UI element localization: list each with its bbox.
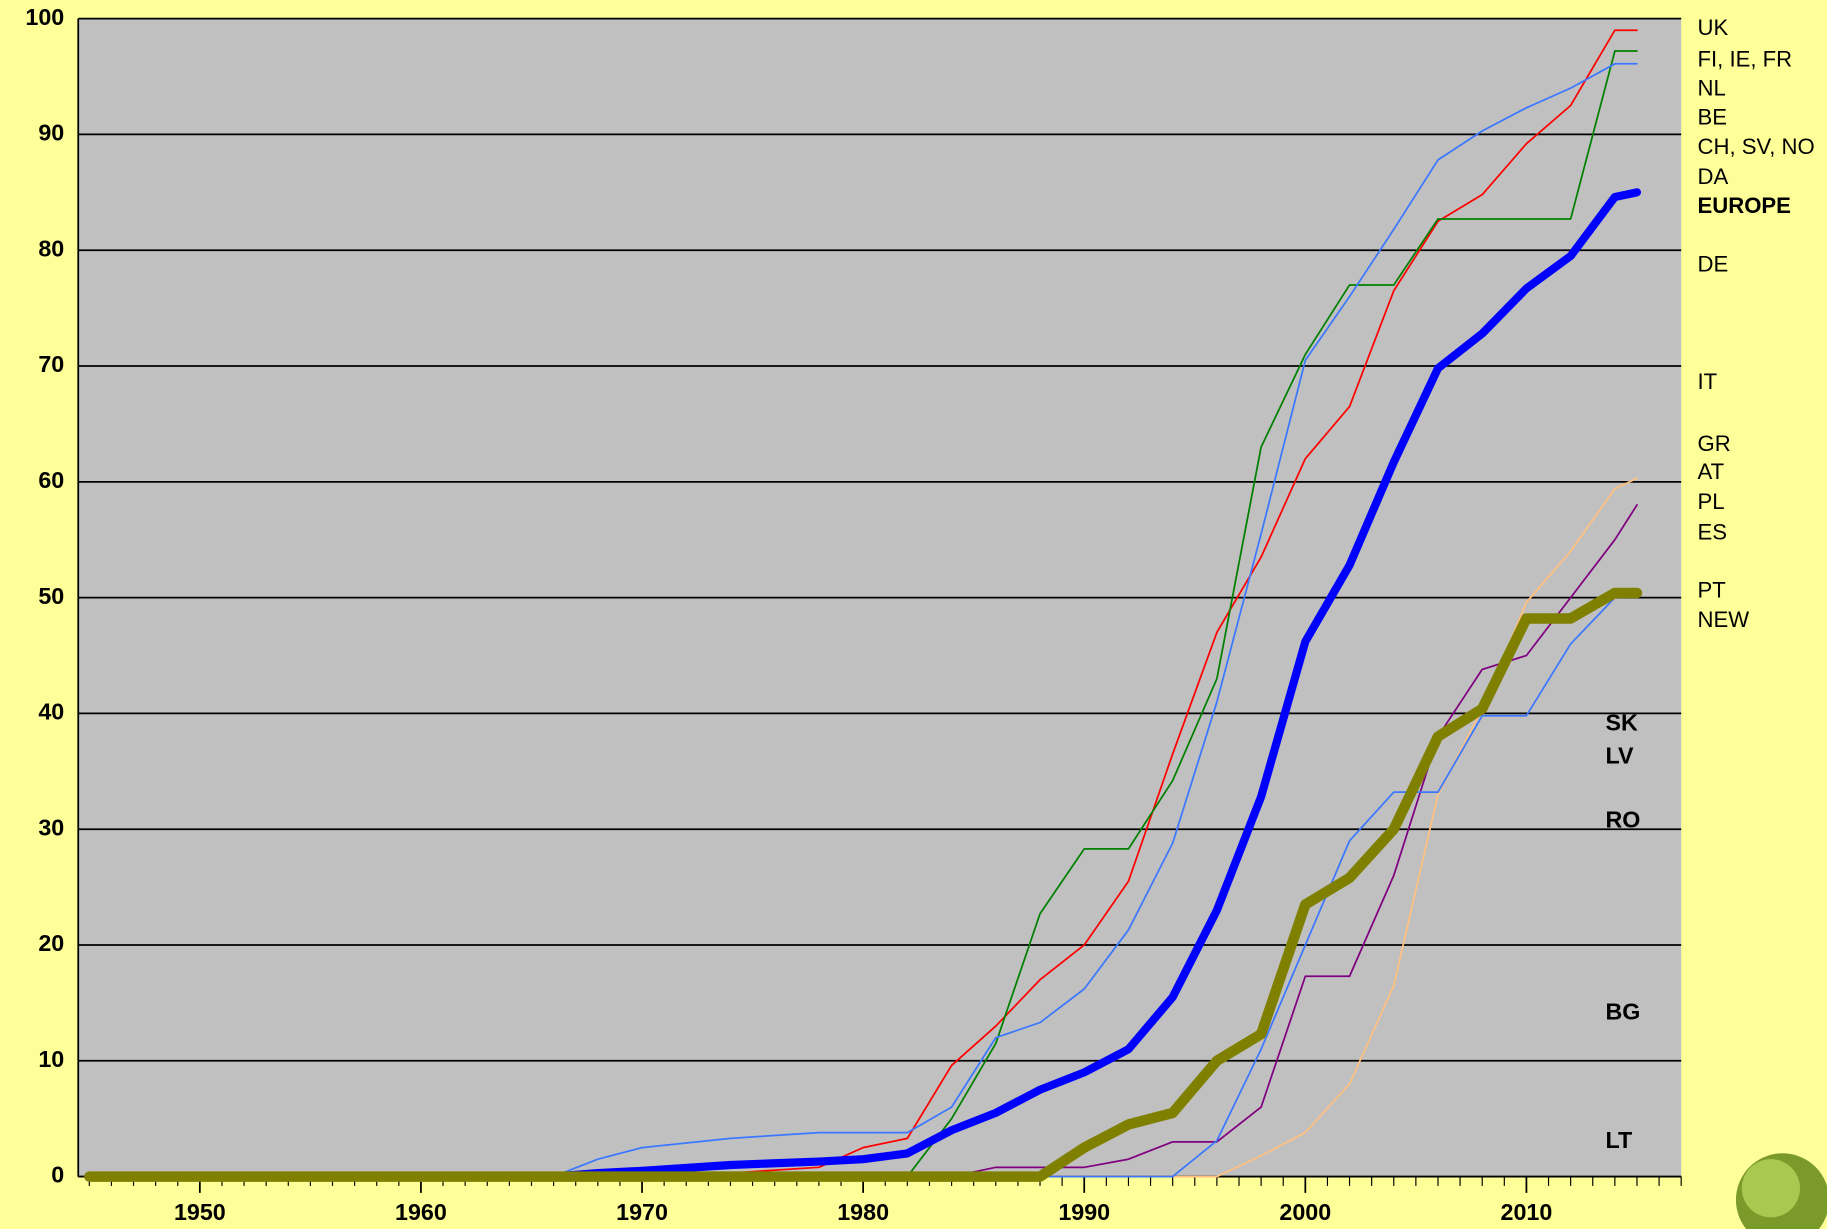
inner-label: RO — [1605, 806, 1640, 832]
right-label: EUROPE — [1697, 193, 1790, 218]
y-tick-label: 60 — [38, 467, 64, 493]
logo — [1735, 1153, 1827, 1229]
x-tick-label: 1980 — [837, 1199, 889, 1225]
inner-label: LV — [1605, 742, 1633, 768]
right-label: FI, IE, FR — [1697, 46, 1792, 71]
y-tick-label: 70 — [38, 351, 64, 377]
series-line — [84, 587, 1643, 1182]
right-label: AT — [1697, 459, 1724, 484]
y-tick-label: 80 — [38, 235, 64, 261]
series-line — [88, 62, 1638, 1178]
x-tick-label: 1990 — [1058, 1199, 1110, 1225]
right-label: PL — [1697, 489, 1724, 514]
x-tick-label: 1960 — [395, 1199, 447, 1225]
y-tick-label: 10 — [38, 1046, 64, 1072]
right-label: NL — [1697, 76, 1725, 101]
x-tick-label: 1950 — [174, 1199, 226, 1225]
right-label: NEW — [1697, 607, 1749, 632]
y-tick-label: 30 — [38, 814, 64, 840]
inner-label: SK — [1605, 710, 1638, 736]
y-tick-label: 20 — [38, 930, 64, 956]
right-label: IT — [1697, 369, 1717, 394]
right-label: DA — [1697, 164, 1728, 189]
right-label: ES — [1697, 519, 1727, 544]
series-line — [85, 188, 1642, 1181]
right-label: UK — [1697, 15, 1728, 40]
right-label: GR — [1697, 431, 1730, 456]
x-tick-label: 2000 — [1279, 1199, 1331, 1225]
inner-label: LT — [1605, 1127, 1632, 1153]
right-label: DE — [1697, 251, 1728, 276]
y-tick-label: 90 — [38, 120, 64, 146]
y-tick-label: 50 — [38, 583, 64, 609]
x-tick-label: 1970 — [616, 1199, 668, 1225]
right-label: PT — [1697, 578, 1725, 603]
right-label: BE — [1697, 105, 1727, 130]
x-tick-label: 2010 — [1501, 1199, 1553, 1225]
right-label: CH, SV, NO — [1697, 134, 1814, 159]
y-tick-label: 100 — [25, 4, 64, 30]
y-tick-label: 0 — [51, 1162, 64, 1188]
y-tick-label: 40 — [38, 699, 64, 725]
inner-label: BG — [1605, 999, 1640, 1025]
